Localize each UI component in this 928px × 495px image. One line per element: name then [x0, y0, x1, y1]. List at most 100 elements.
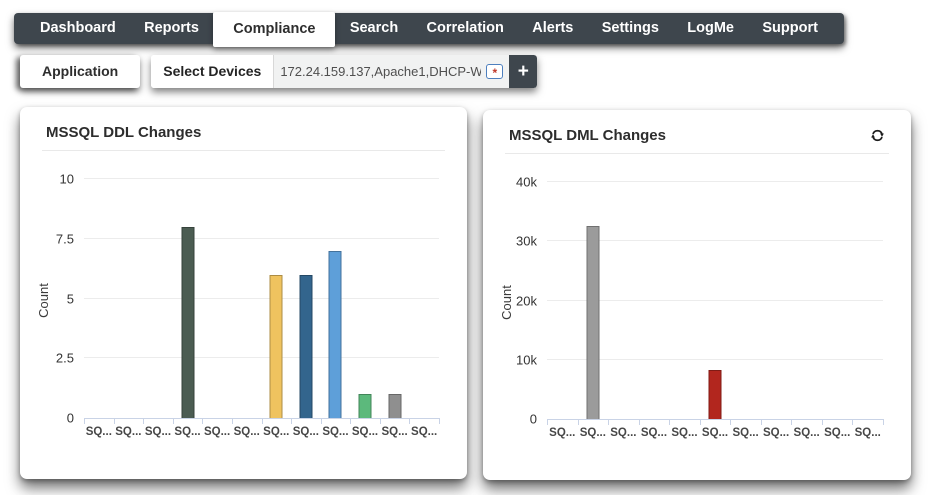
x-axis-tick — [409, 418, 411, 424]
panel-header: MSSQL DDL Changes — [20, 107, 467, 150]
x-axis-tick — [113, 418, 115, 424]
gridline — [84, 237, 439, 239]
panel-header: MSSQL DML Changes — [483, 110, 911, 153]
x-axis-tick — [760, 419, 762, 425]
bar — [181, 226, 195, 418]
x-axis-tick — [172, 418, 174, 424]
main-nav: Dashboard Reports Compliance Search Correlat… — [14, 11, 844, 48]
x-axis-tick — [261, 418, 263, 424]
y-tick-label: 10k — [516, 352, 537, 368]
refresh-icon[interactable] — [870, 128, 885, 143]
toolbar: Application Select Devices 172.24.159.13… — [20, 55, 538, 88]
ddl-bar-chart: Count 0 2.5 5 7.5 10 SQ... SQ... SQ... SQ... SQ...… — [20, 165, 467, 469]
x-axis-tick — [379, 418, 381, 424]
x-tick-label: SQ... — [763, 427, 790, 439]
y-tick-label: 30k — [516, 233, 537, 249]
plot-area: 0 10k 20k 30k 40k SQ... SQ... SQ... SQ... SQ... SQ… — [516, 176, 884, 439]
nav-tab-settings[interactable]: Settings — [601, 20, 659, 37]
x-axis-tick — [608, 419, 610, 425]
x-tick-label: SQ... — [640, 427, 668, 439]
panel-mssql-dml-changes: MSSQL DML Changes Count 0 10k 20k 30k 40k SQ..… — [483, 110, 911, 480]
select-devices-label: Select Devices — [151, 55, 274, 88]
nav-tab-search[interactable]: Search — [349, 20, 399, 37]
x-axis-tick — [883, 419, 884, 425]
nav-tab-compliance[interactable]: Compliance — [213, 11, 336, 48]
nav-tab-alerts[interactable]: Alerts — [532, 20, 574, 37]
nav-tab-correlation[interactable]: Correlation — [426, 20, 504, 37]
bar — [299, 274, 313, 418]
y-tick-label: 0 — [66, 410, 74, 426]
gridline — [547, 240, 883, 242]
x-axis-tick — [202, 418, 204, 424]
x-axis-labels: SQ... SQ... SQ... SQ... SQ... SQ... SQ... SQ...… — [84, 426, 439, 438]
gridline — [547, 358, 883, 360]
nav-tab-reports[interactable]: Reports — [144, 20, 199, 37]
x-tick-label: SQ... — [793, 427, 820, 439]
x-tick-label: SQ... — [824, 427, 851, 439]
x-axis-tick — [439, 418, 440, 424]
application-tab[interactable]: Application — [20, 55, 141, 88]
x-tick-label: SQ... — [263, 426, 290, 438]
x-axis-tick — [231, 418, 233, 424]
bar — [708, 369, 722, 419]
device-input-value: 172.24.159.137,Apache1,DHCP-Wind — [280, 64, 482, 79]
x-axis-tick — [669, 419, 671, 425]
x-tick-label: SQ... — [174, 426, 201, 438]
x-tick-label: SQ... — [610, 427, 637, 439]
gridline — [84, 178, 439, 179]
gridline — [547, 299, 883, 301]
nav-tab-support[interactable]: Support — [762, 20, 818, 37]
panel-title: MSSQL DML Changes — [509, 127, 666, 144]
y-tick-label: 10 — [59, 171, 74, 187]
x-axis-tick — [350, 418, 352, 424]
bar — [358, 394, 372, 418]
x-axis-tick — [547, 419, 548, 425]
x-tick-label: SQ... — [411, 426, 438, 438]
nav-tab-logme[interactable]: LogMe — [687, 20, 734, 37]
bar — [586, 226, 600, 419]
x-tick-label: SQ... — [292, 426, 319, 438]
x-axis-tick — [143, 418, 145, 424]
x-tick-label: SQ... — [351, 426, 379, 438]
x-tick-label: SQ... — [549, 427, 576, 439]
x-tick-label: SQ... — [701, 427, 729, 439]
x-tick-label: SQ... — [732, 427, 759, 439]
plot-area: 0 2.5 5 7.5 10 SQ... SQ... SQ... SQ... SQ... SQ...… — [56, 173, 440, 438]
x-tick-label: SQ... — [115, 426, 142, 438]
nav-tab-dashboard[interactable]: Dashboard — [40, 20, 116, 37]
device-input[interactable]: 172.24.159.137,Apache1,DHCP-Wind * — [273, 55, 510, 88]
gridline — [84, 357, 439, 359]
y-tick-label: 7.5 — [55, 231, 74, 247]
x-axis-tick — [791, 419, 793, 425]
x-axis-tick — [291, 418, 293, 424]
x-axis-tick — [699, 419, 701, 425]
x-axis-tick — [577, 419, 579, 425]
y-tick-label: 5 — [66, 291, 74, 306]
device-selector: Select Devices 172.24.159.137,Apache1,DH… — [151, 55, 538, 88]
y-tick-label: 0 — [529, 411, 537, 427]
x-tick-label: SQ... — [144, 426, 172, 438]
x-axis-tick — [821, 419, 823, 425]
dml-bar-chart: Count 0 10k 20k 30k 40k SQ... SQ... SQ... SQ... SQ… — [483, 168, 911, 470]
bar — [388, 394, 402, 418]
y-tick-label: 20k — [516, 293, 537, 308]
x-axis-labels: SQ... SQ... SQ... SQ... SQ... SQ... SQ... SQ...… — [547, 427, 883, 439]
bar — [328, 250, 342, 418]
bar — [269, 274, 283, 418]
x-axis-tick — [852, 419, 854, 425]
add-device-button[interactable]: + — [509, 55, 538, 88]
x-axis-tick — [730, 419, 732, 425]
x-tick-label: SQ... — [204, 426, 231, 438]
x-tick-label: SQ... — [671, 427, 698, 439]
x-tick-label: SQ... — [854, 427, 881, 439]
panel-title: MSSQL DDL Changes — [46, 124, 202, 141]
y-tick-label: 40k — [516, 174, 537, 190]
x-axis-tick — [84, 418, 85, 424]
x-axis-tick — [638, 419, 640, 425]
x-tick-label: SQ... — [233, 426, 260, 438]
header-divider — [42, 150, 445, 151]
panel-mssql-ddl-changes: MSSQL DDL Changes Count 0 2.5 5 7.5 10 SQ... SQ… — [20, 107, 467, 479]
device-picker-icon[interactable]: * — [486, 64, 504, 79]
gridline — [84, 297, 439, 299]
